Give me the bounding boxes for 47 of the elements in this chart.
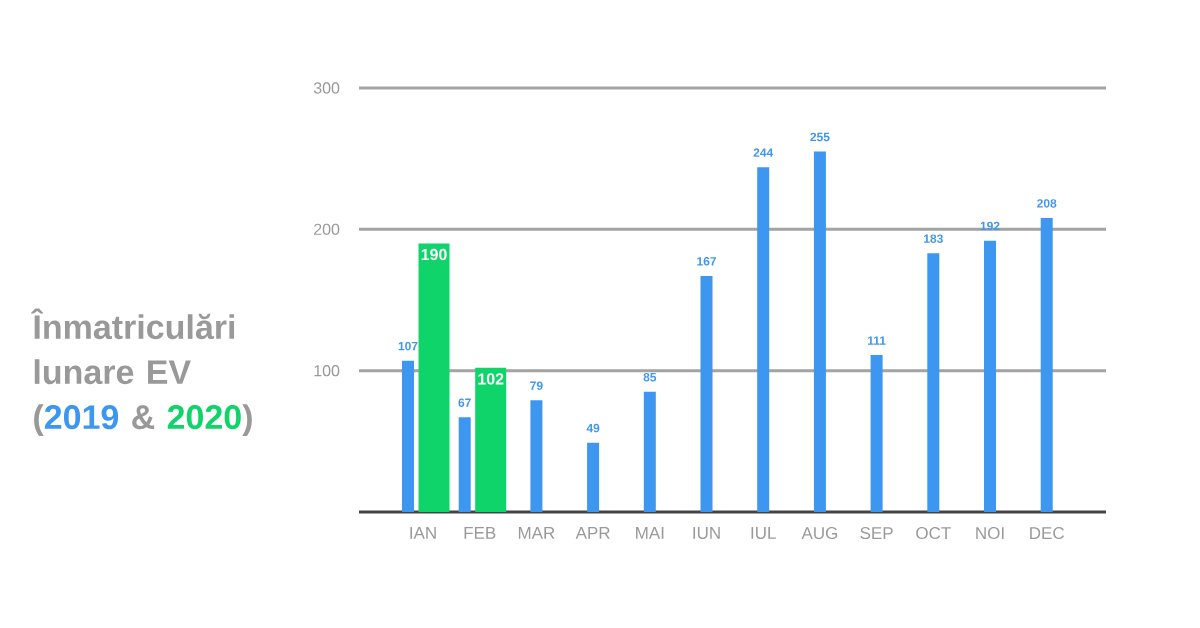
bar [757,167,770,512]
text: & [132,405,155,430]
data-label: 190 [421,248,447,261]
text: Înmatriculări lunare EV [30,308,235,385]
x-tick-label: IAN [410,527,436,539]
bar [587,442,600,512]
bar [1040,218,1053,512]
data-label: 111 [868,336,886,345]
bar [870,355,883,512]
bar [475,367,507,512]
bar [927,253,940,512]
bar [643,391,656,512]
x-tick-label: MAI [636,527,664,539]
x-tick-label: IUN [693,527,720,539]
y-tick-label: 300 [313,82,340,94]
x-tick-label: IUL [751,527,776,539]
data-label: 167 [697,257,716,266]
y-tick-label: 200 [314,223,340,235]
x-tick-label: APR [575,527,610,539]
bar [530,400,543,512]
bar [813,151,826,512]
x-tick-label: SEP [860,527,893,540]
data-label: 102 [478,373,504,385]
x-tick-label: MAR [518,527,555,539]
text: 2020 [167,405,241,430]
data-label: 85 [643,372,657,382]
x-tick-label: DEC [1030,527,1065,540]
data-label: 244 [753,148,774,157]
bar [700,275,713,512]
text: ( [34,404,44,436]
data-label: 183 [924,234,943,243]
data-label: 79 [530,381,543,390]
x-tick-label: AUG [801,527,838,540]
data-label: 255 [810,132,830,142]
x-tick-label: FEB [464,527,496,539]
text: 2019 [44,405,119,430]
data-label: 67 [458,398,471,407]
bar [984,240,997,512]
bar [418,243,450,512]
data-label: 49 [586,423,600,433]
text: ) [242,404,252,436]
x-tick-label: OCT [916,527,951,540]
data-label: 107 [398,341,418,351]
y-tick-label: 100 [314,365,340,377]
data-label: 192 [980,221,1000,231]
data-label: 208 [1037,199,1057,208]
x-tick-label: NOI [976,527,1004,540]
